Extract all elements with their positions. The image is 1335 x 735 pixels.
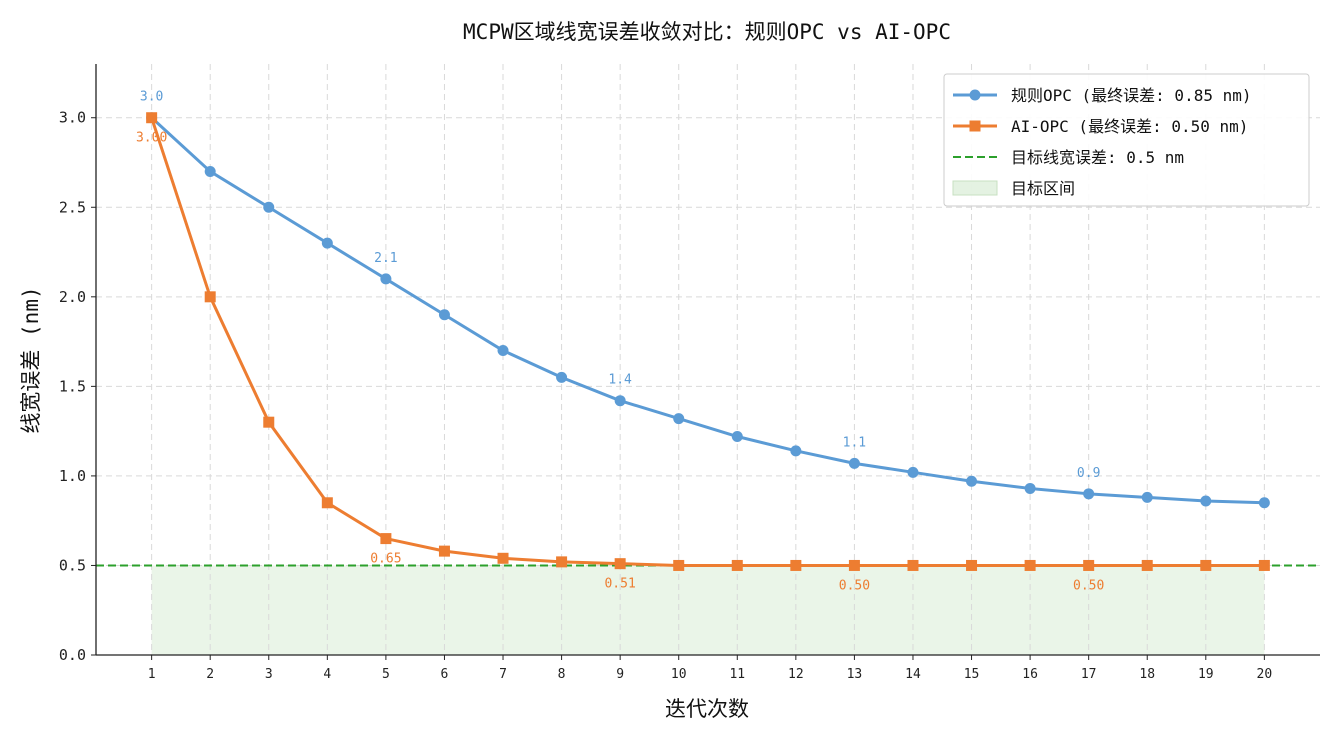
x-tick-label: 14 — [905, 667, 921, 682]
series-1-point — [848, 457, 860, 469]
series-1-point — [790, 445, 802, 457]
x-tick-label: 19 — [1198, 667, 1214, 682]
x-tick-label: 17 — [1081, 667, 1097, 682]
series-1-point — [380, 273, 392, 285]
series-2-point — [263, 416, 275, 428]
y-tick-label: 2.5 — [59, 198, 86, 216]
series-2-point — [966, 559, 978, 571]
series-2-point — [146, 112, 158, 124]
series-1-point — [263, 201, 275, 213]
y-tick-label: 0.0 — [59, 646, 86, 664]
series-1-point — [1258, 497, 1270, 509]
data-label: 0.50 — [839, 578, 870, 593]
series-1-point — [321, 237, 333, 249]
series-2-point — [614, 558, 626, 570]
target-region — [151, 565, 1265, 655]
data-label: 3.0 — [140, 90, 163, 105]
y-tick-label: 0.5 — [59, 556, 86, 574]
series-2-point — [380, 533, 392, 545]
data-label: 2.1 — [374, 251, 397, 266]
legend-swatch-marker — [969, 120, 981, 132]
y-tick-label: 2.0 — [59, 288, 86, 306]
series-2-point — [497, 552, 509, 564]
series-2-point — [1200, 559, 1212, 571]
series-1-point — [1200, 495, 1212, 507]
x-tick-label: 6 — [441, 667, 449, 682]
series-2-point — [1083, 559, 1095, 571]
series-2-point — [1024, 559, 1036, 571]
x-tick-label: 20 — [1257, 667, 1273, 682]
series-2-point — [1258, 559, 1270, 571]
legend-label: 目标区间 — [1011, 179, 1075, 198]
x-tick-label: 7 — [499, 667, 507, 682]
series-1-point — [1141, 491, 1153, 503]
legend-swatch-marker — [969, 89, 981, 101]
y-tick-label: 3.0 — [59, 109, 86, 127]
series-1-point — [673, 413, 685, 425]
series-2-point — [731, 559, 743, 571]
data-label: 0.50 — [1073, 578, 1104, 593]
x-tick-label: 15 — [964, 667, 980, 682]
data-label: 1.1 — [843, 435, 866, 450]
series-1-point — [497, 345, 509, 357]
series-1-point — [556, 371, 568, 383]
x-tick-label: 2 — [206, 667, 214, 682]
x-tick-label: 12 — [788, 667, 804, 682]
x-tick-label: 3 — [265, 667, 273, 682]
x-tick-label: 4 — [323, 667, 331, 682]
series-line-2 — [150, 117, 1265, 567]
legend-box — [943, 73, 1310, 207]
series-line-1 — [150, 116, 1265, 505]
data-label: 0.9 — [1077, 466, 1100, 481]
series-2-point — [1141, 559, 1153, 571]
y-tick-label: 1.0 — [59, 467, 86, 485]
y-tick-label: 1.5 — [59, 377, 86, 395]
series-1-point — [731, 431, 743, 443]
legend-swatch-target-region — [952, 180, 998, 196]
series-1-point — [1024, 482, 1036, 494]
data-label: 1.4 — [608, 373, 632, 388]
series-2-point — [556, 556, 568, 568]
series-2-point — [673, 559, 685, 571]
x-tick-label: 16 — [1022, 667, 1038, 682]
x-tick-label: 10 — [671, 667, 687, 682]
data-label: 3.00 — [136, 131, 167, 146]
series-2-point — [790, 559, 802, 571]
x-tick-label: 18 — [1139, 667, 1155, 682]
data-label: 0.51 — [604, 577, 635, 592]
series-1-point — [1083, 488, 1095, 500]
series-1-point — [204, 165, 216, 177]
chart-title: MCPW区域线宽误差收敛对比：规则OPC vs AI-OPC — [463, 20, 951, 44]
series-2-point — [907, 559, 919, 571]
series-1-point — [907, 466, 919, 478]
x-tick-label: 1 — [148, 667, 156, 682]
x-tick-label: 9 — [616, 667, 624, 682]
y-axis-title: 线宽误差 (nm) — [19, 286, 43, 433]
legend-label: 规则OPC (最终误差: 0.85 nm) — [1011, 86, 1252, 105]
series-1-point — [966, 475, 978, 487]
series-1-point — [438, 309, 450, 321]
x-tick-label: 13 — [847, 667, 863, 682]
data-label: 0.65 — [370, 552, 401, 567]
x-tick-label: 5 — [382, 667, 390, 682]
series-2-point — [848, 559, 860, 571]
series-2-point — [438, 545, 450, 557]
series-1-point — [614, 395, 626, 407]
series-2-point — [204, 291, 216, 303]
x-axis-title: 迭代次数 — [665, 697, 749, 721]
x-tick-label: 11 — [729, 667, 745, 682]
x-tick-label: 8 — [558, 667, 566, 682]
series-2-point — [321, 497, 333, 509]
legend-label: 目标线宽误差: 0.5 nm — [1011, 148, 1184, 167]
legend-label: AI-OPC (最终误差: 0.50 nm) — [1011, 117, 1248, 136]
